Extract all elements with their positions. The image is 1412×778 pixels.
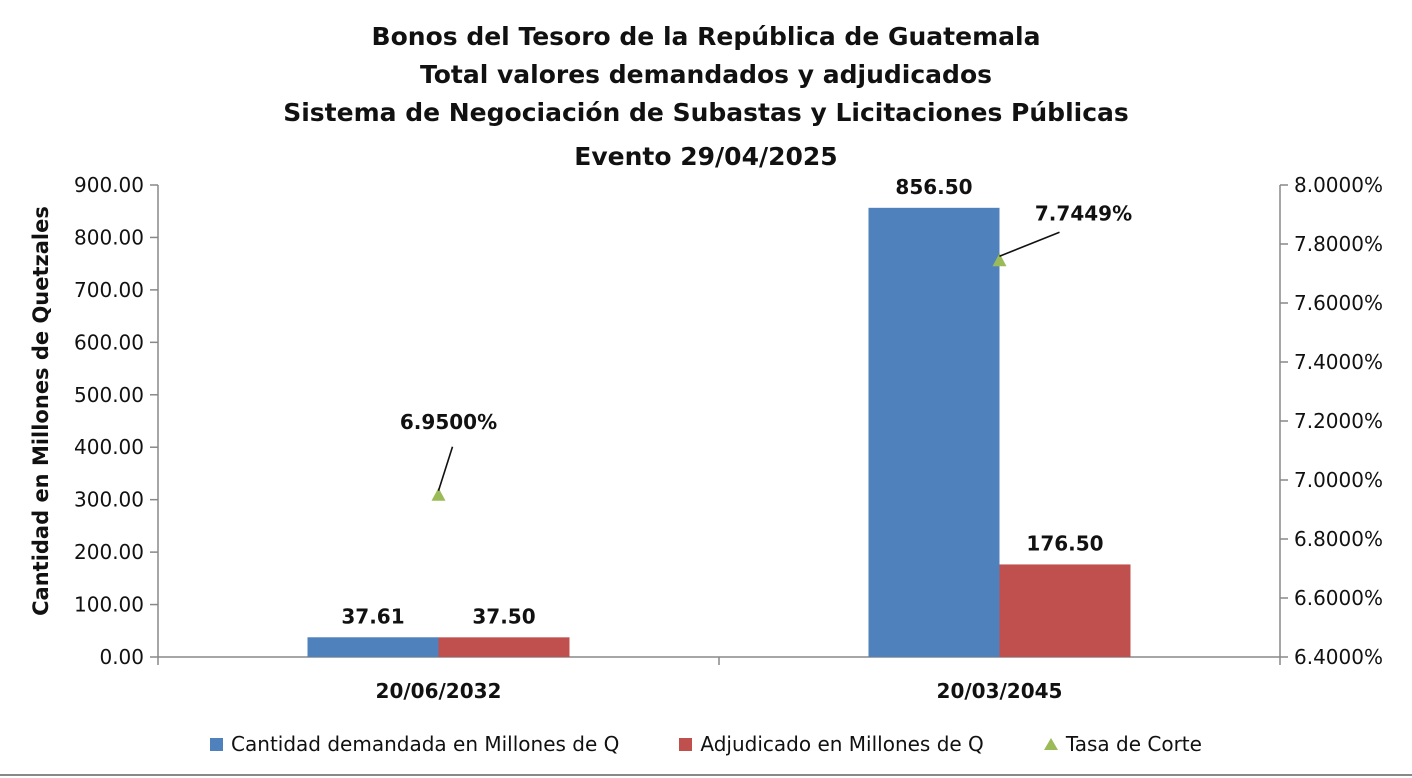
- right-tick-label: 8.0000%: [1294, 173, 1383, 197]
- legend-label-adjudicado: Adjudicado en Millones de Q: [700, 732, 984, 756]
- legend-label-demandada: Cantidad demandada en Millones de Q: [231, 732, 620, 756]
- right-tick-label: 7.6000%: [1294, 291, 1383, 315]
- chart-title-line-4: Evento 29/04/2025: [574, 142, 838, 171]
- rate-leader-line: [999, 231, 1060, 257]
- rate-leader-line: [437, 446, 454, 491]
- right-tick-label: 7.2000%: [1294, 409, 1383, 433]
- chart-title-line-1: Bonos del Tesoro de la República de Guat…: [371, 22, 1041, 51]
- legend-swatch-adjudicado: [679, 737, 693, 751]
- legend-label-tasa: Tasa de Corte: [1065, 732, 1202, 756]
- bar-data-label: 856.50: [895, 175, 972, 199]
- legend-item-demandada: Cantidad demandada en Millones de Q: [210, 732, 619, 756]
- legend-item-tasa: Tasa de Corte: [1043, 732, 1202, 756]
- legend-swatch-demandada: [210, 737, 224, 751]
- left-tick-label: 200.00: [74, 540, 144, 564]
- y-axis-title: Cantidad en Millones de Quetzales: [29, 206, 53, 616]
- rate-marker-triangle: [992, 253, 1007, 267]
- rate-data-label: 6.9500%: [400, 410, 497, 434]
- left-tick-label: 600.00: [74, 330, 144, 354]
- left-tick-label: 900.00: [74, 173, 144, 197]
- chart-legend: Cantidad demandada en Millones de Q Adju…: [0, 732, 1412, 756]
- bar-adjudicado: [438, 637, 570, 657]
- legend-triangle-icon: [1043, 738, 1058, 750]
- bar-data-label: 176.50: [1026, 531, 1103, 555]
- left-tick-label: 100.00: [74, 593, 144, 617]
- left-tick-label: 700.00: [74, 278, 144, 302]
- rate-marker-triangle: [431, 487, 446, 501]
- bar-data-label: 37.61: [341, 604, 404, 628]
- bar-demandada: [307, 637, 439, 657]
- right-tick-label: 6.6000%: [1294, 586, 1383, 610]
- x-category-label: 20/06/2032: [376, 679, 502, 703]
- right-tick-label: 6.8000%: [1294, 527, 1383, 551]
- legend-item-adjudicado: Adjudicado en Millones de Q: [679, 732, 984, 756]
- bar-demandada: [868, 207, 1000, 657]
- right-tick-label: 7.0000%: [1294, 468, 1383, 492]
- left-tick-label: 0.00: [99, 645, 144, 669]
- bar-adjudicado: [999, 564, 1131, 657]
- left-tick-label: 800.00: [74, 225, 144, 249]
- left-tick-label: 400.00: [74, 435, 144, 459]
- chart-title-line-3: Sistema de Negociación de Subastas y Lic…: [283, 98, 1129, 127]
- right-tick-label: 7.4000%: [1294, 350, 1383, 374]
- rate-data-label: 7.7449%: [1035, 201, 1132, 225]
- left-tick-label: 300.00: [74, 488, 144, 512]
- right-tick-label: 6.4000%: [1294, 645, 1383, 669]
- x-category-label: 20/03/2045: [937, 679, 1063, 703]
- left-tick-label: 500.00: [74, 383, 144, 407]
- bottom-divider: [0, 774, 1412, 776]
- right-tick-label: 7.8000%: [1294, 232, 1383, 256]
- chart-title-line-2: Total valores demandados y adjudicados: [419, 60, 992, 89]
- bar-data-label: 37.50: [472, 604, 535, 628]
- chart-plot-area: 0.00 100.00 200.00 300.00 400.00 500.00 600.00…: [29, 173, 1383, 703]
